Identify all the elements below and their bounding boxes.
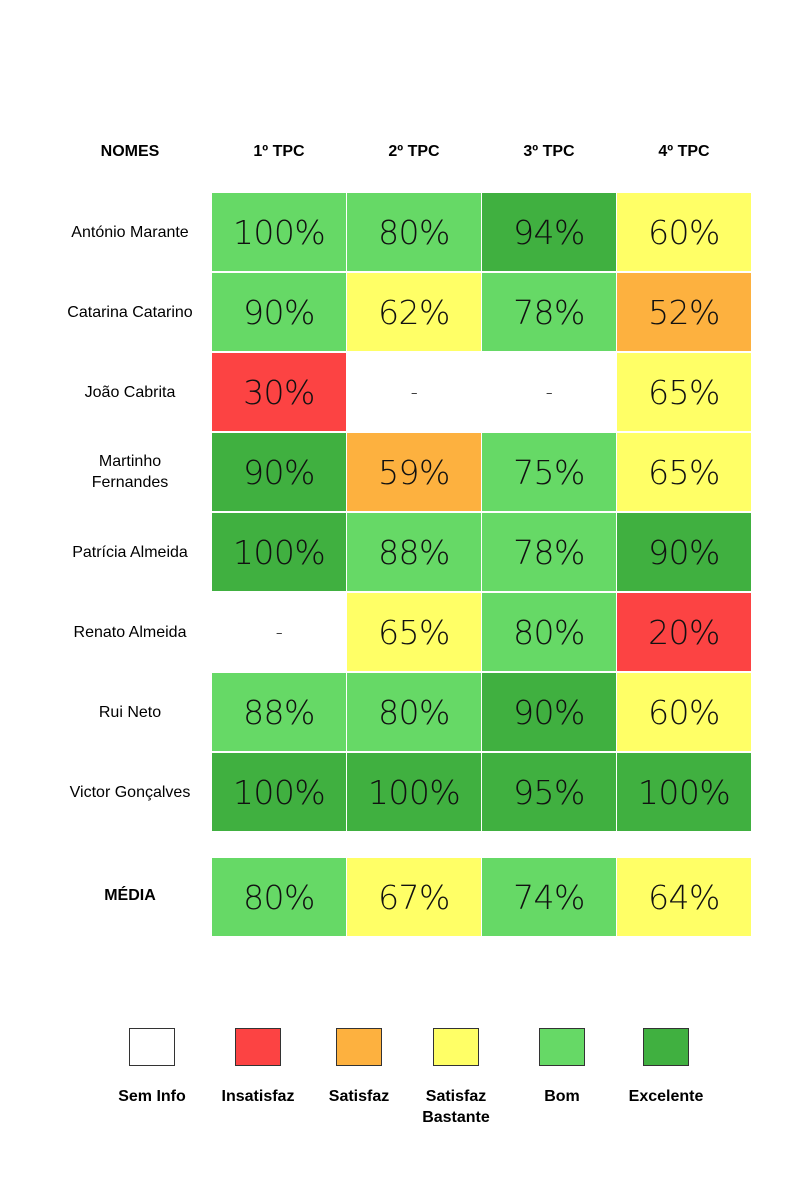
- header-tpc-4: 4º TPC: [658, 143, 710, 160]
- grade-cell: 62%: [347, 273, 481, 351]
- header-names: NOMES: [100, 143, 160, 160]
- grade-cell: 100%: [347, 753, 481, 831]
- grade-cell: 100%: [212, 753, 346, 831]
- grade-cell: 65%: [617, 433, 751, 511]
- legend-label: Satisfaz Bastante: [422, 1088, 490, 1126]
- header-tpc-2: 2º TPC: [388, 143, 440, 160]
- average-cell: 80%: [212, 858, 346, 936]
- grade-cell: 78%: [482, 273, 616, 351]
- grade-cell: 30%: [212, 353, 346, 431]
- header-tpc-1: 1º TPC: [253, 143, 305, 160]
- legend-label: Satisfaz: [328, 1088, 390, 1105]
- student-name: Patrícia Almeida: [72, 543, 188, 561]
- header-tpc-3: 3º TPC: [523, 143, 575, 160]
- legend-swatch: [539, 1028, 585, 1066]
- student-name: António Marante: [71, 223, 189, 241]
- legend-swatch: [235, 1028, 281, 1066]
- grade-cell: 80%: [482, 593, 616, 671]
- legend-label: Bom: [544, 1088, 580, 1105]
- grade-cell: 78%: [482, 513, 616, 591]
- average-cell: 67%: [347, 858, 481, 936]
- grade-cell: 100%: [212, 513, 346, 591]
- student-name: Catarina Catarino: [67, 303, 193, 321]
- grade-cell: -: [347, 353, 481, 431]
- grade-cell: 100%: [617, 753, 751, 831]
- average-cell: 74%: [482, 858, 616, 936]
- grade-cell: 65%: [347, 593, 481, 671]
- grade-cell: 60%: [617, 673, 751, 751]
- grade-cell: -: [482, 353, 616, 431]
- student-name: Victor Gonçalves: [69, 783, 191, 801]
- grade-cell: 100%: [212, 193, 346, 271]
- grade-cell: 20%: [617, 593, 751, 671]
- grade-cell: 52%: [617, 273, 751, 351]
- legend-swatch: [643, 1028, 689, 1066]
- legend-swatch: [433, 1028, 479, 1066]
- student-name: Renato Almeida: [73, 623, 187, 641]
- grade-cell: 90%: [482, 673, 616, 751]
- grade-cell: 65%: [617, 353, 751, 431]
- student-name: Rui Neto: [98, 703, 162, 721]
- grade-cell: 80%: [347, 193, 481, 271]
- average-label: MÉDIA: [104, 887, 156, 904]
- legend-swatch: [129, 1028, 175, 1066]
- grade-cell: -: [212, 593, 346, 671]
- legend-swatch: [336, 1028, 382, 1066]
- average-cell: 64%: [617, 858, 751, 936]
- grade-cell: 90%: [617, 513, 751, 591]
- legend-label: Sem Info: [118, 1088, 186, 1105]
- grade-cell: 59%: [347, 433, 481, 511]
- grade-cell: 90%: [212, 433, 346, 511]
- legend-label: Insatisfaz: [221, 1088, 295, 1105]
- student-name: João Cabrita: [84, 383, 176, 401]
- student-name: Martinho Fernandes: [91, 453, 169, 491]
- grade-cell: 95%: [482, 753, 616, 831]
- grade-cell: 88%: [347, 513, 481, 591]
- grade-cell: 60%: [617, 193, 751, 271]
- grade-cell: 88%: [212, 673, 346, 751]
- legend-label: Excelente: [628, 1088, 704, 1105]
- grade-cell: 90%: [212, 273, 346, 351]
- grade-cell: 80%: [347, 673, 481, 751]
- grade-cell: 75%: [482, 433, 616, 511]
- grade-cell: 94%: [482, 193, 616, 271]
